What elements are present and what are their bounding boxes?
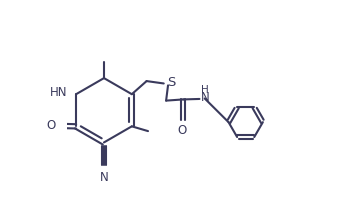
Text: HN: HN [49,87,67,100]
Text: N: N [100,171,108,184]
Text: O: O [46,119,55,132]
Text: N: N [200,91,209,104]
Text: S: S [167,76,175,89]
Text: O: O [178,124,187,137]
Text: H: H [201,85,209,95]
